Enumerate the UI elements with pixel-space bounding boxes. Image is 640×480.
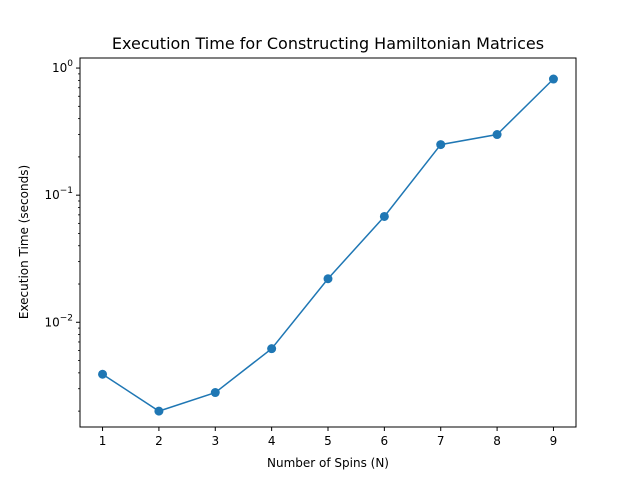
y-tick-label: 10−2 <box>44 313 73 329</box>
x-axis-ticks: 1 2 3 4 5 6 7 8 9 <box>99 427 558 448</box>
plot-area <box>98 74 558 416</box>
x-axis-label: Number of Spins (N) <box>267 456 389 470</box>
x-tick-label: 6 <box>381 434 389 448</box>
series-line <box>102 78 554 412</box>
x-tick-label: 8 <box>493 434 501 448</box>
x-tick-label: 1 <box>99 434 107 448</box>
axes-frame <box>79 57 577 428</box>
data-point <box>98 369 108 379</box>
data-point <box>548 74 558 84</box>
x-tick-label: 3 <box>211 434 219 448</box>
x-tick-label: 7 <box>437 434 445 448</box>
y-tick-label: 100 <box>52 59 73 75</box>
data-point <box>492 130 502 140</box>
x-tick-label: 4 <box>268 434 276 448</box>
data-point <box>323 274 333 284</box>
x-tick-label: 5 <box>324 434 332 448</box>
data-point <box>267 344 277 354</box>
data-point <box>379 211 389 221</box>
y-axis-label: Execution Time (seconds) <box>17 165 31 319</box>
x-tick-label: 2 <box>155 434 163 448</box>
y-tick-label: 10−1 <box>44 186 73 202</box>
data-point <box>210 388 220 398</box>
chart-title: Execution Time for Constructing Hamilton… <box>112 34 544 53</box>
y-axis-ticks: 10−2 10−1 100 <box>44 59 80 412</box>
x-tick-label: 9 <box>550 434 558 448</box>
data-point <box>436 140 446 150</box>
data-point <box>154 406 164 416</box>
